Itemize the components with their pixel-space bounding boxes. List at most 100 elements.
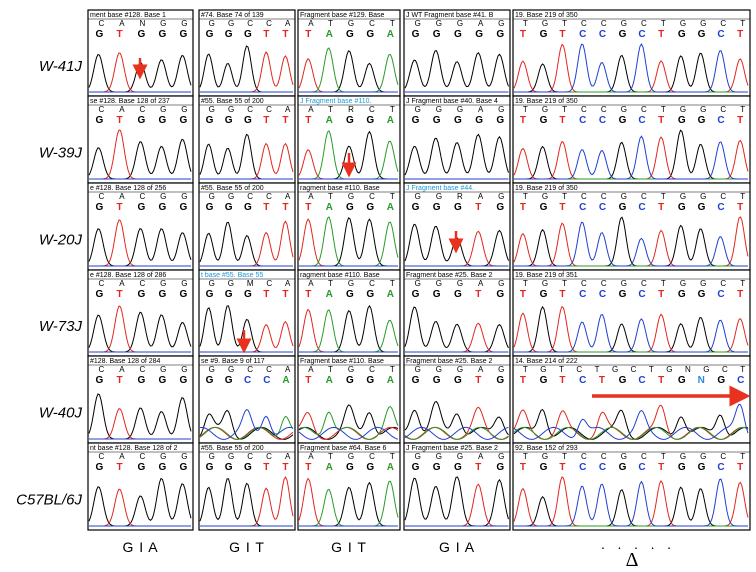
reference-bases: CACGG bbox=[99, 192, 188, 201]
base: G bbox=[366, 289, 374, 300]
base: G bbox=[412, 289, 420, 300]
base: G bbox=[496, 462, 504, 473]
base: T bbox=[117, 289, 123, 300]
base: G bbox=[96, 202, 104, 213]
base: G bbox=[206, 115, 214, 126]
base: T bbox=[559, 375, 565, 386]
base: G bbox=[698, 115, 706, 126]
base: G bbox=[138, 115, 146, 126]
base: G bbox=[180, 462, 188, 473]
reference-bases: CANGG bbox=[99, 19, 188, 28]
base: C bbox=[579, 462, 586, 473]
base: A bbox=[326, 462, 333, 473]
reference-bases: CACGG bbox=[99, 365, 188, 374]
base: G bbox=[698, 29, 706, 40]
base: C bbox=[263, 375, 270, 386]
base: N bbox=[698, 375, 705, 386]
reference-bases: GGGAG bbox=[415, 452, 505, 461]
base: T bbox=[559, 462, 565, 473]
panel-header: #55. Base 55 of 200 bbox=[201, 185, 264, 192]
base: T bbox=[658, 202, 664, 213]
base: G bbox=[346, 375, 354, 386]
column-label: · · · · · bbox=[601, 539, 676, 555]
base: G bbox=[678, 462, 686, 473]
base: G bbox=[433, 289, 441, 300]
panel-header: 19. Base 219 of 350 bbox=[515, 12, 578, 19]
panel-header: 14. Base 214 of 222 bbox=[515, 358, 578, 365]
base: T bbox=[658, 375, 664, 386]
trace bbox=[513, 426, 749, 440]
reference-bases: CACGG bbox=[99, 452, 188, 461]
reference-bases: TGTCTGCTGNGCT bbox=[523, 365, 745, 374]
base: T bbox=[117, 202, 123, 213]
base: G bbox=[619, 375, 627, 386]
base: G bbox=[540, 289, 548, 300]
base: T bbox=[737, 289, 743, 300]
base: G bbox=[496, 115, 504, 126]
reference-bases: GGGAG bbox=[415, 105, 505, 114]
base: G bbox=[206, 462, 214, 473]
reference-bases: ATGCT bbox=[308, 192, 395, 201]
base: G bbox=[678, 29, 686, 40]
panel-header: J Fragment base #25. Base 2 bbox=[406, 445, 498, 452]
base: G bbox=[366, 115, 374, 126]
base: T bbox=[117, 115, 123, 126]
base: G bbox=[619, 462, 627, 473]
base: G bbox=[159, 202, 167, 213]
row-label: W-39J bbox=[39, 145, 83, 162]
trace bbox=[514, 221, 748, 267]
row-label: W-20J bbox=[39, 232, 83, 249]
base: G bbox=[454, 202, 462, 213]
base: C bbox=[244, 375, 251, 386]
trace bbox=[88, 227, 192, 267]
trace bbox=[88, 311, 192, 353]
base: T bbox=[737, 462, 743, 473]
panel-header: nt base #128. Base 128 of 2 bbox=[90, 445, 178, 452]
base: G bbox=[475, 115, 483, 126]
base: T bbox=[263, 462, 269, 473]
base: T bbox=[305, 202, 311, 213]
base: G bbox=[433, 202, 441, 213]
base: T bbox=[282, 29, 288, 40]
trace bbox=[88, 393, 192, 440]
base: T bbox=[475, 289, 481, 300]
reference-bases: GGCCA bbox=[209, 452, 291, 461]
panel-header: Fragment base #25. Base 2 bbox=[406, 272, 492, 279]
base: G bbox=[159, 462, 167, 473]
base: G bbox=[412, 375, 420, 386]
reference-bases: ATRCT bbox=[308, 105, 395, 114]
panel-header: #55. Base 55 of 200 bbox=[201, 445, 264, 452]
base: G bbox=[159, 29, 167, 40]
base: G bbox=[225, 375, 233, 386]
base: A bbox=[326, 202, 333, 213]
reference-bases: ATGCT bbox=[308, 452, 395, 461]
base: T bbox=[263, 29, 269, 40]
panel-frame bbox=[87, 355, 194, 444]
base: G bbox=[225, 462, 233, 473]
panel-header: se #128. Base 128 of 237 bbox=[90, 98, 170, 105]
base: G bbox=[496, 289, 504, 300]
base: T bbox=[737, 29, 743, 40]
base: C bbox=[638, 289, 645, 300]
base: G bbox=[159, 375, 167, 386]
base: T bbox=[305, 375, 311, 386]
base: A bbox=[387, 29, 394, 40]
panel-frame bbox=[198, 355, 296, 444]
